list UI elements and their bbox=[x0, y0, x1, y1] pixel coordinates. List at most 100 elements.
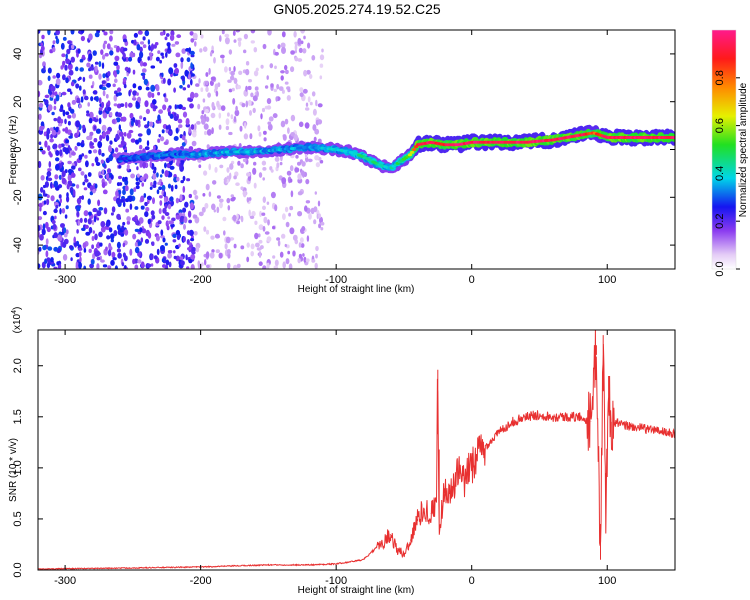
noise-cell bbox=[98, 107, 103, 111]
noise-cell bbox=[180, 62, 184, 69]
noise-cell bbox=[119, 199, 124, 203]
noise-cell bbox=[213, 209, 216, 213]
noise-cell bbox=[41, 150, 46, 155]
noise-cell bbox=[304, 205, 308, 212]
noise-cell bbox=[78, 261, 82, 269]
noise-cell bbox=[183, 223, 186, 230]
noise-cell bbox=[102, 189, 108, 195]
noise-cell bbox=[192, 32, 198, 40]
noise-cell bbox=[141, 68, 147, 73]
y-tick-label: 1.0 bbox=[12, 460, 24, 475]
noise-cell bbox=[190, 62, 193, 69]
noise-cell bbox=[214, 166, 218, 173]
noise-cell bbox=[127, 195, 133, 203]
noise-cell bbox=[38, 225, 41, 232]
noise-cell bbox=[113, 230, 118, 237]
noise-cell bbox=[94, 183, 98, 189]
noise-cell bbox=[194, 195, 199, 200]
noise-cell bbox=[164, 204, 168, 209]
noise-cell bbox=[246, 197, 250, 203]
noise-cell bbox=[281, 233, 286, 239]
noise-cell bbox=[170, 223, 175, 228]
noise-cell bbox=[260, 245, 264, 250]
noise-cell bbox=[89, 145, 95, 149]
noise-cell bbox=[67, 160, 72, 165]
noise-cell bbox=[230, 75, 235, 81]
noise-cell bbox=[148, 121, 154, 127]
noise-cell bbox=[269, 63, 274, 69]
noise-cell bbox=[206, 144, 210, 149]
noise-cell bbox=[189, 103, 194, 109]
noise-cell bbox=[284, 81, 289, 85]
noise-cell bbox=[266, 201, 270, 205]
noise-cell bbox=[272, 255, 276, 259]
noise-cell bbox=[290, 66, 295, 73]
noise-cell bbox=[75, 252, 80, 258]
noise-cell bbox=[226, 262, 231, 269]
noise-cell bbox=[204, 259, 207, 266]
noise-cell bbox=[190, 238, 195, 242]
noise-cell bbox=[179, 162, 182, 170]
noise-cell bbox=[191, 73, 195, 77]
noise-cell bbox=[55, 163, 60, 171]
noise-cell bbox=[227, 112, 230, 117]
noise-cell bbox=[247, 99, 252, 106]
noise-cell bbox=[136, 92, 139, 96]
noise-cell bbox=[135, 181, 140, 186]
noise-cell bbox=[147, 39, 151, 45]
noise-cell bbox=[246, 256, 250, 263]
noise-cell bbox=[107, 265, 112, 269]
noise-cell bbox=[109, 50, 114, 56]
noise-cell bbox=[110, 212, 114, 216]
noise-cell bbox=[61, 91, 67, 96]
noise-cell bbox=[290, 132, 296, 137]
noise-cell bbox=[149, 161, 152, 168]
noise-cell bbox=[97, 141, 103, 149]
noise-cell bbox=[192, 131, 197, 138]
noise-cell bbox=[92, 90, 98, 95]
noise-cell bbox=[190, 78, 193, 86]
noise-cell bbox=[105, 246, 108, 252]
noise-cell bbox=[81, 195, 84, 200]
noise-cell bbox=[188, 259, 193, 264]
noise-cell bbox=[47, 177, 53, 182]
noise-cell bbox=[48, 161, 52, 168]
noise-cell bbox=[314, 262, 318, 269]
noise-cell bbox=[66, 192, 69, 198]
noise-cell bbox=[94, 250, 99, 257]
noise-cell bbox=[277, 240, 281, 247]
noise-cell bbox=[107, 107, 112, 111]
noise-cell bbox=[93, 125, 97, 130]
noise-cell bbox=[160, 245, 165, 252]
noise-cell bbox=[103, 207, 108, 215]
noise-cell bbox=[188, 126, 192, 134]
noise-cell bbox=[67, 88, 72, 92]
noise-cell bbox=[78, 247, 83, 251]
noise-cell bbox=[211, 127, 214, 135]
noise-cell bbox=[109, 47, 113, 51]
noise-cell bbox=[293, 31, 297, 38]
noise-cell bbox=[81, 140, 85, 144]
noise-cell bbox=[122, 176, 126, 182]
noise-cell bbox=[96, 241, 101, 249]
noise-cell bbox=[74, 66, 79, 72]
noise-cell bbox=[147, 218, 151, 225]
noise-cell bbox=[46, 194, 50, 199]
noise-cell bbox=[167, 216, 171, 220]
noise-cell bbox=[55, 38, 60, 45]
noise-cell bbox=[208, 163, 211, 171]
noise-cell bbox=[319, 54, 325, 61]
noise-cell bbox=[233, 77, 238, 84]
noise-cell bbox=[88, 53, 93, 61]
noise-cell bbox=[191, 246, 196, 253]
noise-cell bbox=[91, 219, 95, 225]
noise-cell bbox=[162, 237, 166, 243]
noise-cell bbox=[246, 242, 250, 248]
noise-cell bbox=[309, 101, 313, 106]
noise-cell bbox=[298, 242, 302, 248]
noise-cell bbox=[300, 243, 305, 248]
snr-series-line bbox=[38, 330, 675, 570]
noise-cell bbox=[262, 167, 267, 171]
x-tick-label: -300 bbox=[54, 274, 76, 286]
